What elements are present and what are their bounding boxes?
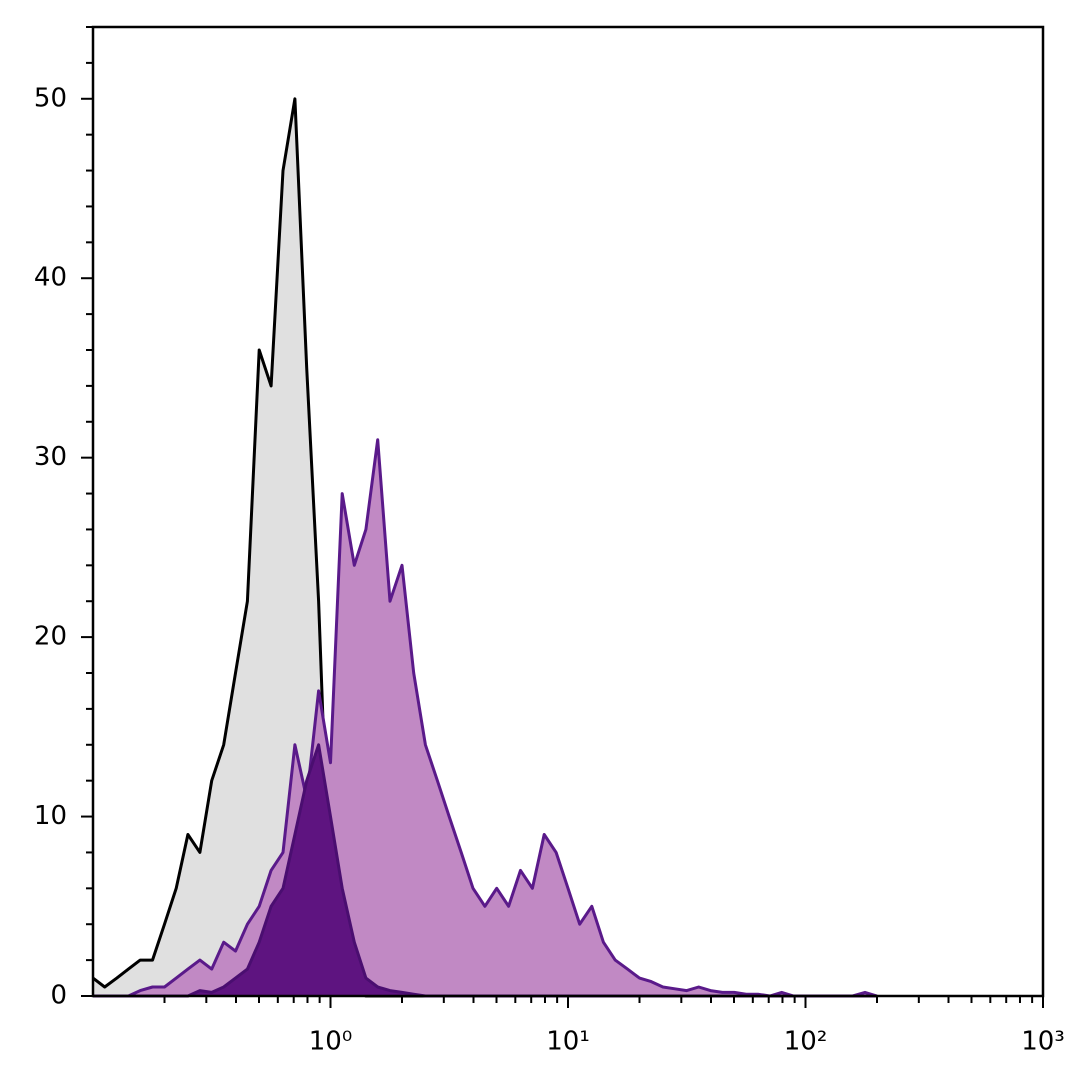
- y-tick-label: 30: [34, 442, 67, 472]
- x-tick-label: 10³: [1021, 1027, 1065, 1057]
- y-tick-label: 50: [34, 83, 67, 113]
- area-fill: [93, 744, 877, 996]
- y-tick-label: 20: [34, 622, 67, 652]
- x-tick-label: 10⁰: [309, 1027, 353, 1057]
- y-tick-label: 0: [50, 981, 67, 1011]
- x-tick-label: 10²: [784, 1027, 828, 1057]
- x-tick-label: 10¹: [546, 1027, 590, 1057]
- histogram-line: [93, 438, 878, 998]
- area-fill: [93, 98, 877, 997]
- y-tick-label: 10: [34, 801, 67, 831]
- y-tick-label: 40: [34, 263, 67, 293]
